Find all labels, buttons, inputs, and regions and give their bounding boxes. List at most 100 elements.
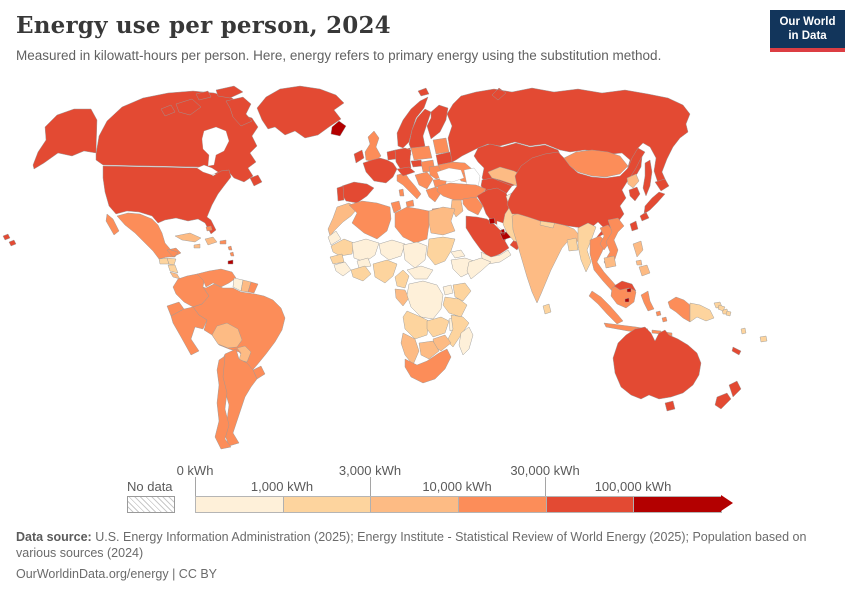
country-greenland[interactable] bbox=[256, 85, 345, 139]
great-lakes bbox=[196, 164, 219, 176]
country-angola[interactable] bbox=[402, 310, 430, 340]
country-somalia[interactable] bbox=[466, 257, 492, 280]
country-mexico[interactable] bbox=[105, 212, 182, 260]
country-tunisia[interactable] bbox=[390, 200, 402, 214]
country-burkina-faso[interactable] bbox=[356, 257, 372, 269]
country-bahamas[interactable] bbox=[205, 225, 213, 232]
country-chad[interactable] bbox=[402, 241, 428, 269]
country-hispaniola[interactable] bbox=[204, 236, 218, 246]
country-peru[interactable] bbox=[170, 306, 208, 356]
legend-colorbar-segment-2[interactable] bbox=[282, 497, 371, 512]
country-solomon-islands[interactable] bbox=[717, 304, 732, 317]
footer-credit[interactable]: OurWorldinData.org/energy | CC BY bbox=[16, 567, 218, 581]
country-niger[interactable] bbox=[378, 239, 406, 261]
country-trinidad[interactable] bbox=[227, 259, 234, 265]
country-japan[interactable] bbox=[639, 178, 670, 222]
country-drc[interactable] bbox=[406, 280, 444, 320]
country-iraq[interactable] bbox=[462, 196, 484, 216]
country-central-african-republic[interactable] bbox=[406, 265, 434, 280]
country-norway[interactable] bbox=[396, 87, 430, 149]
country-france[interactable] bbox=[362, 157, 398, 184]
country-baltics[interactable] bbox=[432, 137, 450, 155]
legend-colorbar[interactable] bbox=[195, 496, 722, 513]
country-saudi-arabia[interactable] bbox=[465, 215, 510, 259]
country-sudan[interactable] bbox=[426, 236, 456, 266]
country-united-states[interactable] bbox=[2, 165, 232, 247]
country-north-korea[interactable] bbox=[626, 173, 640, 189]
country-egypt[interactable] bbox=[428, 206, 456, 236]
country-guinea[interactable] bbox=[333, 261, 352, 277]
country-nigeria[interactable] bbox=[372, 259, 398, 284]
country-puerto-rico[interactable] bbox=[219, 239, 227, 245]
country-costa-rica[interactable] bbox=[169, 271, 181, 280]
country-ivory-coast-ghana[interactable] bbox=[350, 265, 372, 282]
country-iceland[interactable] bbox=[330, 120, 347, 137]
legend-colorbar-segment-1[interactable] bbox=[196, 497, 283, 512]
country-levant[interactable] bbox=[450, 199, 464, 218]
country-new-caledonia[interactable] bbox=[731, 346, 742, 356]
country-portugal[interactable] bbox=[336, 185, 345, 202]
country-poland[interactable] bbox=[410, 145, 433, 161]
country-benelux[interactable] bbox=[386, 149, 397, 161]
country-venezuela[interactable] bbox=[196, 268, 237, 288]
owid-logo[interactable]: Our World in Data bbox=[770, 10, 845, 52]
owid-logo-line2: in Data bbox=[788, 30, 827, 42]
country-botswana[interactable] bbox=[418, 340, 440, 360]
country-australia[interactable] bbox=[612, 326, 702, 412]
country-gabon-congo[interactable] bbox=[394, 288, 410, 307]
country-philippines[interactable] bbox=[632, 240, 651, 277]
country-nicaragua[interactable] bbox=[167, 264, 179, 274]
country-papua-new-guinea[interactable] bbox=[689, 301, 729, 323]
country-chile[interactable] bbox=[214, 355, 232, 450]
country-sri-lanka[interactable] bbox=[542, 303, 552, 315]
country-bangladesh[interactable] bbox=[566, 237, 579, 252]
country-spain[interactable] bbox=[340, 181, 375, 204]
country-paraguay[interactable] bbox=[236, 345, 252, 363]
country-kenya[interactable] bbox=[452, 282, 472, 302]
country-algeria[interactable] bbox=[348, 200, 392, 240]
country-jamaica[interactable] bbox=[193, 243, 201, 249]
country-western-sahara[interactable] bbox=[327, 230, 342, 246]
legend-no-data-swatch[interactable] bbox=[127, 496, 175, 513]
country-uganda[interactable] bbox=[442, 284, 454, 296]
country-lesser-antilles[interactable] bbox=[227, 245, 235, 257]
country-bolivia[interactable] bbox=[211, 322, 243, 349]
country-balkans[interactable] bbox=[414, 171, 434, 190]
country-vanuatu[interactable] bbox=[740, 327, 747, 335]
country-cambodia[interactable] bbox=[603, 255, 617, 269]
country-madagascar[interactable] bbox=[458, 326, 474, 356]
legend-colorbar-segment-4[interactable] bbox=[458, 497, 546, 512]
country-finland[interactable] bbox=[426, 104, 449, 140]
country-singapore[interactable] bbox=[624, 297, 630, 303]
legend-colorbar-segment-5[interactable] bbox=[545, 497, 634, 512]
country-south-korea[interactable] bbox=[628, 186, 641, 202]
country-cameroon[interactable] bbox=[394, 269, 410, 289]
legend-colorbar-segment-3[interactable] bbox=[370, 497, 459, 512]
country-canada-arctic-islands[interactable] bbox=[160, 85, 263, 187]
country-senegal[interactable] bbox=[329, 253, 345, 265]
country-italy[interactable] bbox=[396, 172, 422, 208]
country-eritrea[interactable] bbox=[450, 249, 466, 259]
country-french-guiana[interactable] bbox=[247, 281, 259, 294]
country-switzerland-austria[interactable] bbox=[396, 166, 416, 177]
country-new-zealand[interactable] bbox=[714, 380, 742, 410]
country-zambia[interactable] bbox=[426, 316, 450, 338]
country-germany[interactable] bbox=[394, 147, 412, 171]
country-laos[interactable] bbox=[599, 224, 615, 251]
country-mongolia[interactable] bbox=[563, 149, 629, 178]
country-south-africa[interactable] bbox=[404, 348, 452, 384]
country-mozambique[interactable] bbox=[446, 314, 470, 348]
country-taiwan[interactable] bbox=[629, 220, 639, 232]
legend-colorbar-segment-6[interactable] bbox=[633, 497, 722, 512]
country-myanmar[interactable] bbox=[577, 222, 597, 273]
country-cuba[interactable] bbox=[174, 232, 202, 243]
country-mali[interactable] bbox=[351, 238, 380, 263]
country-kuwait[interactable] bbox=[488, 217, 496, 225]
country-fiji[interactable] bbox=[759, 335, 768, 343]
country-alaska[interactable] bbox=[32, 108, 98, 170]
country-brunei[interactable] bbox=[626, 287, 632, 293]
country-libya[interactable] bbox=[394, 206, 430, 244]
country-united-kingdom[interactable] bbox=[364, 130, 382, 163]
country-mauritania[interactable] bbox=[330, 238, 355, 257]
country-ireland[interactable] bbox=[353, 149, 365, 164]
